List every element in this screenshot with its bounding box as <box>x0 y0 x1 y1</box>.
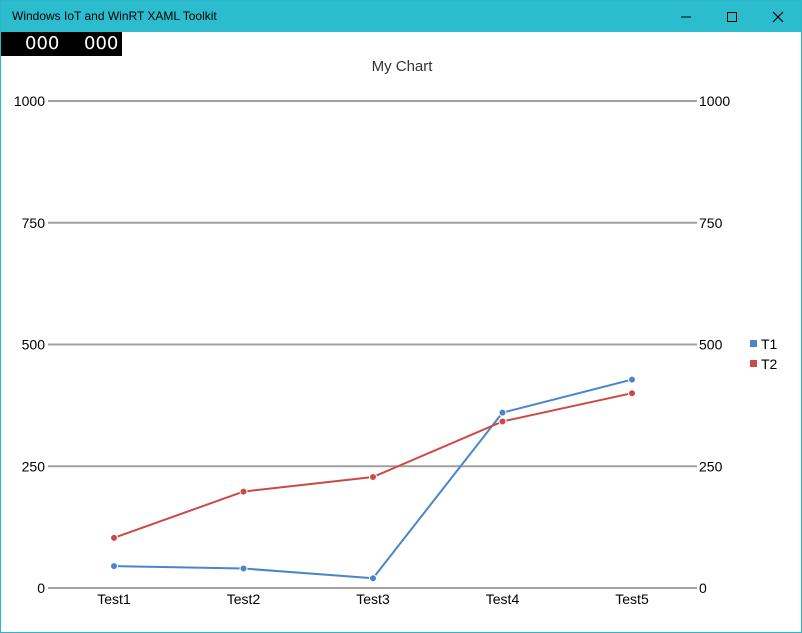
y-axis-left: 0 250 500 750 1000 <box>14 93 45 596</box>
y-tick-right-250: 250 <box>699 458 723 474</box>
point-T1-Test4 <box>498 408 507 417</box>
chart-grid <box>48 100 697 589</box>
y-tick-right-750: 750 <box>699 215 723 231</box>
point-T1-Test3 <box>369 574 377 583</box>
y-tick-left-1000: 1000 <box>14 93 45 109</box>
point-T1-Test2 <box>239 564 248 573</box>
x-tick-Test3: Test3 <box>356 591 390 607</box>
y-tick-left-0: 0 <box>37 580 45 596</box>
title-bar[interactable]: Windows IoT and WinRT XAML Toolkit <box>1 1 801 32</box>
point-T1-Test5 <box>628 375 636 384</box>
legend-label-T2: T2 <box>761 356 778 372</box>
window-title: Windows IoT and WinRT XAML Toolkit <box>12 9 217 23</box>
maximize-button[interactable] <box>709 1 755 32</box>
maximize-icon <box>727 11 737 22</box>
point-T2-Test5 <box>628 389 636 398</box>
y-tick-left-750: 750 <box>22 215 46 231</box>
legend-label-T1: T1 <box>761 336 778 352</box>
close-icon <box>772 11 784 22</box>
point-T1-Test1 <box>110 562 118 571</box>
x-tick-Test5: Test5 <box>615 591 649 607</box>
x-tick-Test4: Test4 <box>486 591 520 607</box>
chart-title: My Chart <box>372 58 434 75</box>
y-tick-right-0: 0 <box>699 580 707 596</box>
y-tick-right-500: 500 <box>699 337 723 353</box>
frame-rate-value-b: 000 <box>84 33 119 54</box>
x-axis: Test1 Test2 Test3 Test4 Test5 <box>97 591 649 607</box>
legend-swatch-T1 <box>750 340 757 347</box>
y-tick-left-250: 250 <box>22 458 46 474</box>
close-button[interactable] <box>755 1 801 32</box>
chart-series <box>110 375 636 583</box>
point-T2-Test1 <box>110 533 118 542</box>
y-tick-right-1000: 1000 <box>699 93 730 109</box>
x-tick-Test2: Test2 <box>227 591 261 607</box>
point-T2-Test3 <box>369 472 377 481</box>
legend-swatch-T2 <box>750 360 757 367</box>
point-T2-Test2 <box>239 487 248 496</box>
point-T2-Test4 <box>498 417 507 426</box>
frame-rate-value-a: 000 <box>25 33 60 54</box>
y-axis-right: 0 250 500 750 1000 <box>699 93 730 596</box>
x-tick-Test1: Test1 <box>97 591 131 607</box>
frame-rate-counter: 000 000 <box>1 32 122 56</box>
y-tick-left-500: 500 <box>22 337 46 353</box>
minimize-icon <box>681 16 691 17</box>
minimize-button[interactable] <box>663 1 709 32</box>
